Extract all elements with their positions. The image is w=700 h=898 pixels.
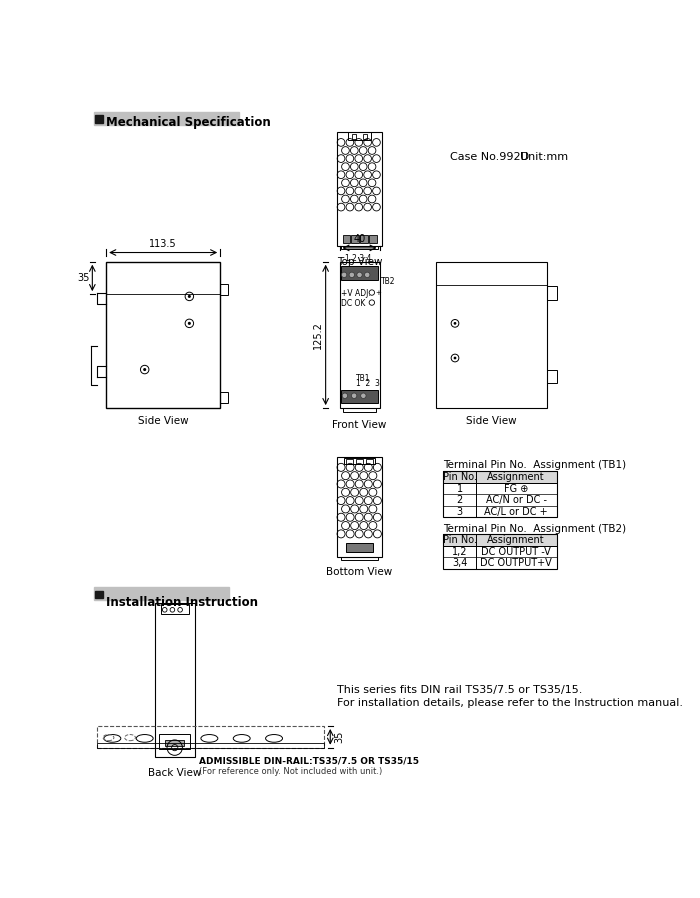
Bar	[220, 284, 228, 295]
Bar	[97, 743, 324, 748]
Bar	[351, 234, 359, 243]
Bar	[94, 112, 239, 125]
Text: 1: 1	[456, 483, 463, 494]
Circle shape	[342, 393, 348, 399]
Circle shape	[365, 272, 370, 277]
Text: For installation details, please refer to the Instruction manual.: For installation details, please refer t…	[337, 698, 683, 708]
Text: 113.5: 113.5	[149, 239, 177, 249]
Bar	[337, 456, 382, 557]
Bar	[160, 734, 190, 749]
Bar	[346, 459, 353, 463]
Text: 125.2: 125.2	[314, 321, 323, 348]
Text: DC OUTPUT -V: DC OUTPUT -V	[482, 547, 551, 557]
Text: DC OUTPUT+V: DC OUTPUT+V	[480, 559, 552, 568]
Text: Side View: Side View	[138, 416, 188, 426]
Text: AC/L or DC +: AC/L or DC +	[484, 506, 548, 516]
Text: ADMISSIBLE DIN-RAIL:TS35/7.5 OR TS35/15: ADMISSIBLE DIN-RAIL:TS35/7.5 OR TS35/15	[199, 757, 419, 766]
Circle shape	[351, 393, 357, 399]
Bar	[94, 587, 229, 600]
Bar	[356, 459, 363, 463]
Bar	[367, 459, 372, 463]
Text: FG ⊕: FG ⊕	[504, 483, 528, 494]
Text: (For reference only. Not included with unit.): (For reference only. Not included with u…	[199, 767, 382, 776]
Text: TB1: TB1	[356, 374, 371, 383]
Bar	[369, 234, 377, 243]
Circle shape	[144, 368, 146, 371]
Bar	[95, 591, 103, 598]
Bar	[161, 604, 188, 613]
Text: +: +	[375, 290, 381, 296]
Circle shape	[349, 272, 354, 277]
Text: Unit:mm: Unit:mm	[521, 152, 568, 162]
Text: Terminal Pin No.  Assignment (TB1): Terminal Pin No. Assignment (TB1)	[444, 461, 626, 471]
Bar	[360, 234, 368, 243]
Text: Pin No.: Pin No.	[442, 472, 477, 482]
Bar	[341, 390, 378, 403]
Circle shape	[188, 321, 191, 325]
Text: +V ADJ.: +V ADJ.	[341, 289, 371, 298]
Bar	[444, 534, 556, 569]
Bar	[352, 134, 356, 138]
Text: AC/N or DC -: AC/N or DC -	[486, 495, 547, 505]
Bar	[344, 458, 375, 464]
Circle shape	[454, 357, 456, 359]
Bar	[341, 246, 378, 250]
Text: 1  2  3: 1 2 3	[356, 379, 380, 388]
Bar	[547, 286, 556, 300]
Text: Side View: Side View	[466, 416, 517, 426]
Text: Assignment: Assignment	[487, 535, 545, 545]
Text: Pin No.: Pin No.	[442, 535, 477, 545]
Text: 1,2: 1,2	[452, 547, 468, 557]
Text: Front View: Front View	[332, 420, 386, 430]
Bar	[155, 603, 195, 757]
Text: Bottom View: Bottom View	[326, 568, 393, 577]
Bar	[340, 261, 379, 408]
Bar	[95, 116, 103, 123]
Bar	[547, 370, 556, 383]
Bar	[348, 132, 371, 140]
Bar	[342, 234, 350, 243]
Text: Back View: Back View	[148, 769, 202, 779]
Bar	[220, 392, 228, 402]
Text: DC OK: DC OK	[341, 300, 365, 309]
Bar	[435, 261, 547, 408]
Text: Terminal Pin No.  Assignment (TB2): Terminal Pin No. Assignment (TB2)	[444, 524, 626, 533]
Circle shape	[342, 272, 346, 277]
Bar	[341, 267, 378, 280]
Bar	[97, 726, 324, 748]
Bar	[444, 534, 556, 546]
Bar	[344, 408, 376, 412]
Circle shape	[454, 322, 456, 325]
Circle shape	[357, 272, 362, 277]
Text: Top View: Top View	[337, 257, 382, 267]
Bar	[341, 557, 378, 559]
Bar	[165, 740, 184, 746]
Bar	[444, 471, 556, 483]
Text: 3: 3	[456, 506, 463, 516]
Text: 35: 35	[334, 731, 344, 743]
Bar	[106, 261, 220, 408]
Text: 35: 35	[78, 273, 90, 283]
Text: 1 2 3 4: 1 2 3 4	[345, 254, 371, 263]
Bar	[444, 471, 556, 517]
Text: Mechanical Specification: Mechanical Specification	[106, 116, 271, 129]
Text: 40: 40	[354, 234, 365, 244]
Bar	[337, 132, 382, 246]
Circle shape	[360, 393, 366, 399]
Text: 2: 2	[456, 495, 463, 505]
Text: Case No.992D: Case No.992D	[449, 152, 528, 162]
Bar	[363, 134, 368, 138]
Text: Installation Instruction: Installation Instruction	[106, 596, 258, 609]
Text: This series fits DIN rail TS35/7.5 or TS35/15.: This series fits DIN rail TS35/7.5 or TS…	[337, 685, 582, 695]
Text: TB2: TB2	[381, 277, 395, 286]
Text: 3,4: 3,4	[452, 559, 468, 568]
Bar	[346, 542, 373, 552]
Text: Assignment: Assignment	[487, 472, 545, 482]
Circle shape	[188, 295, 191, 298]
